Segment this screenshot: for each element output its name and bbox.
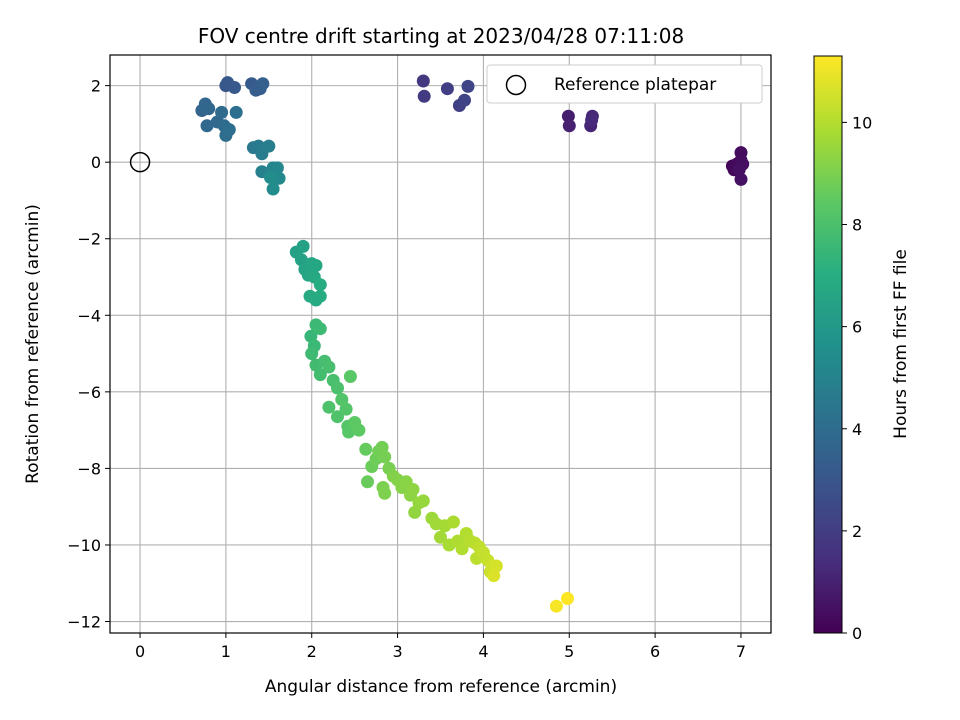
colorbar-tick-label: 2 [852,522,862,541]
data-point [378,486,392,500]
colorbar-tick-label: 8 [852,216,862,235]
data-point [734,172,748,186]
data-point [313,322,327,336]
data-point [202,102,216,116]
data-point [309,259,323,272]
x-axis-ticks: 0 1 2 3 4 5 6 7 [135,633,746,661]
data-point [305,347,319,361]
y-tick-label: 0 [91,153,101,172]
data-point [343,370,357,383]
plot-frame [109,54,772,634]
data-point [313,289,327,303]
data-point [487,569,501,583]
y-tick-label: −12 [67,613,101,632]
data-point [359,442,373,456]
chart-title: FOV centre drift starting at 2023/04/28 … [198,24,684,48]
colorbar-tick-label: 4 [852,420,862,439]
y-tick-label: −6 [77,383,101,402]
y-axis-label: Rotation from reference (arcmin) [23,204,43,484]
legend-marker [505,74,527,96]
reference-marker [129,151,151,173]
x-tick-label: 0 [135,642,145,661]
colorbar: 0 2 4 6 8 10 Hours from first FF file [813,55,911,643]
data-point [342,425,356,439]
data-point [416,74,430,88]
y-axis-ticks: 2 0 −2 −4 −6 −8 −10 −12 [67,77,110,632]
data-point [585,113,599,127]
colorbar-tick-label: 6 [852,318,862,337]
y-tick-label: 2 [91,77,101,96]
data-point [455,542,469,556]
y-tick-label: −4 [77,306,101,325]
data-point [440,82,454,96]
data-point [549,599,563,613]
data-point [322,360,336,374]
data-point [313,368,327,382]
data-point [416,494,430,508]
colorbar-tick-label: 0 [852,624,862,643]
data-point [562,119,576,133]
y-tick-label: −2 [77,230,101,249]
data-point [215,105,229,119]
colorbar-tick-label: 10 [852,113,872,132]
x-tick-label: 7 [736,642,746,661]
data-point [434,530,447,544]
data-point [229,105,243,119]
data-point [228,81,241,94]
data-point [561,592,574,605]
data-point [561,109,575,123]
data-point [200,119,214,133]
data-point [417,89,431,103]
x-tick-label: 4 [478,642,488,661]
colorbar-gradient [813,55,843,634]
data-point [296,239,310,253]
data-point [361,475,374,489]
data-point [339,402,353,416]
data-point [461,79,475,93]
data-point [262,139,276,153]
data-point [458,93,471,107]
data-point [270,161,284,175]
colorbar-ticks: 0 2 4 6 8 10 [842,113,872,643]
grid [110,55,771,633]
x-tick-label: 6 [650,642,660,661]
data-point [266,182,280,196]
data-point [331,381,344,395]
data-point [264,171,277,184]
x-tick-label: 5 [564,642,574,661]
y-tick-label: −10 [67,536,101,555]
x-tick-label: 1 [221,642,231,661]
data-point [256,77,270,91]
x-tick-label: 2 [307,642,317,661]
x-tick-label: 3 [392,642,402,661]
data-point [322,400,336,414]
data-point [406,483,420,496]
data-points [195,74,750,613]
data-point [378,450,392,464]
data-point [732,163,746,177]
data-point [446,515,460,529]
colorbar-label: Hours from first FF file [891,249,911,439]
x-axis-label: Angular distance from reference (arcmin) [265,677,617,697]
y-tick-label: −8 [77,459,101,478]
legend: Reference platepar [486,64,763,104]
data-point [222,123,236,137]
data-point [331,410,344,424]
legend-box [486,64,763,104]
data-point [352,423,366,437]
data-point [313,278,327,292]
legend-label: Reference platepar [554,75,716,95]
